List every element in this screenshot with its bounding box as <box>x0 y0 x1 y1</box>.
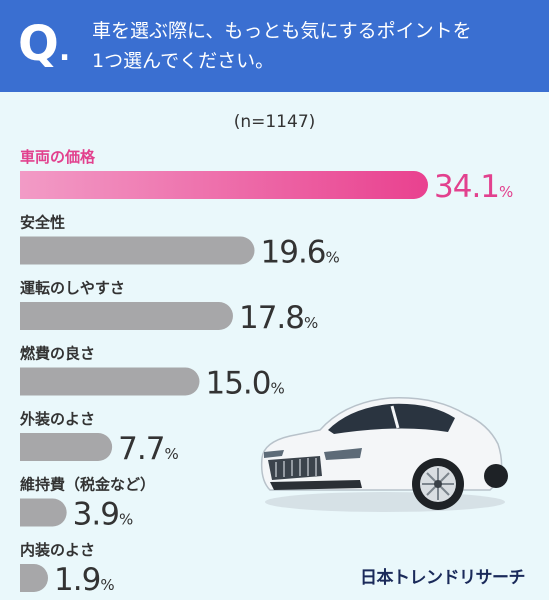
sample-size-label: (n=1147) <box>233 112 316 132</box>
bar <box>20 171 428 199</box>
category-label: 安全性 <box>20 214 65 232</box>
category-label: 車両の価格 <box>20 148 96 166</box>
value-label: 7.7% <box>118 431 179 467</box>
value-label: 3.9% <box>73 497 134 533</box>
category-label: 運転のしやすさ <box>20 279 125 297</box>
brand-logo-text: 日本トレンドリサーチ <box>360 568 526 588</box>
bar <box>20 564 48 592</box>
value-label: 1.9% <box>54 562 115 598</box>
bar <box>20 236 255 265</box>
value-label: 15.0% <box>205 366 284 402</box>
value-label: 17.8% <box>239 300 318 336</box>
category-label: 燃費の良さ <box>20 345 95 363</box>
header-banner: Q. 車を選ぶ際に、もっとも気にするポイントを 1つ選んでください。 <box>0 0 549 92</box>
question-text: 車を選ぶ際に、もっとも気にするポイントを 1つ選んでください。 <box>92 20 472 72</box>
value-label: 19.6% <box>261 235 340 271</box>
value-label: 34.1% <box>434 169 513 205</box>
bar <box>20 367 200 396</box>
category-label: 内装のよさ <box>20 541 95 559</box>
bar <box>20 498 67 527</box>
question-mark-label: Q. <box>18 16 71 72</box>
bar <box>20 302 233 330</box>
bar <box>20 433 113 461</box>
category-label: 外装のよさ <box>19 410 95 428</box>
car-illustration <box>260 397 508 512</box>
category-label: 維持費（税金など） <box>20 476 155 494</box>
